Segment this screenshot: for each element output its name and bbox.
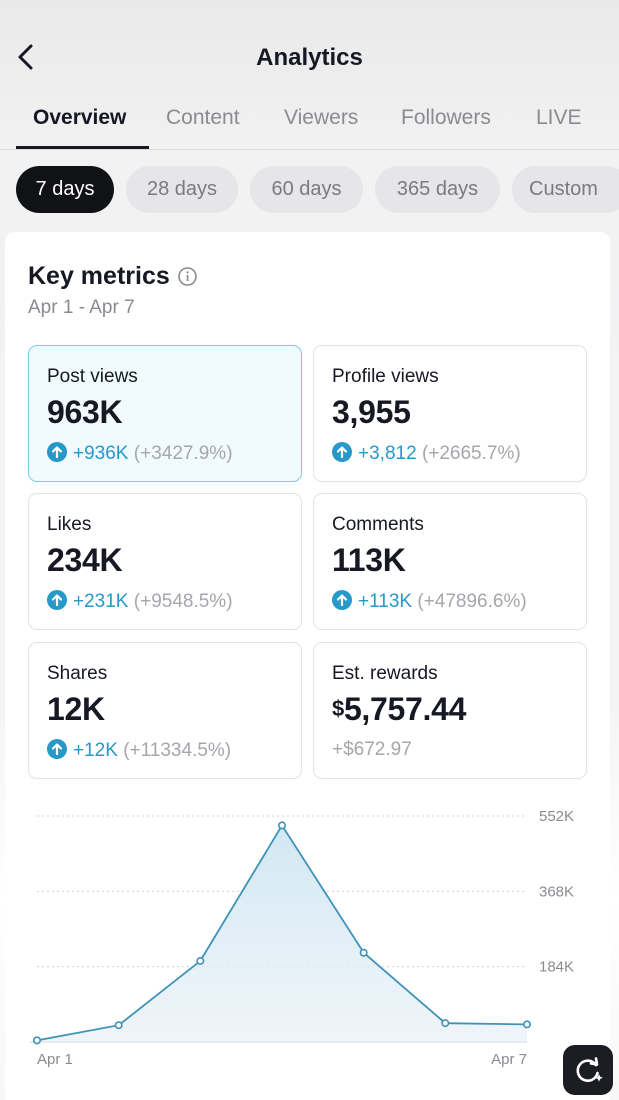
tab-live[interactable]: LIVE [536,106,582,129]
metric-label: Likes [47,514,92,535]
metric-label: Est. rewards [332,663,438,684]
metric-change: +936K (+3427.9%) [47,442,233,465]
tab-followers[interactable]: Followers [401,106,491,129]
metric-card-post-views[interactable]: Post views 963K +936K (+3427.9%) [28,345,302,482]
change-percent: (+9548.5%) [133,591,233,612]
change-absolute: +12K [73,740,118,761]
x-tick-label: Apr 7 [491,1051,527,1068]
range-28-days[interactable]: 28 days [126,166,238,213]
change-percent: (+2665.7%) [421,443,521,464]
chart-point[interactable] [441,1019,450,1028]
metric-label: Comments [332,514,424,535]
refresh-icon [576,1057,603,1082]
metric-change: +113K (+47896.6%) [332,590,527,613]
metric-card-profile-views[interactable]: Profile views 3,955 +3,812 (+2665.7%) [313,345,587,482]
chart-point[interactable] [277,821,286,830]
tab-bar: Overview Content Viewers Followers LIVE [0,100,619,150]
chart-point[interactable] [522,1020,531,1029]
metric-card-shares[interactable]: Shares 12K +12K (+11334.5%) [28,642,302,779]
range-365-days[interactable]: 365 days [375,166,500,213]
metrics-date-range: Apr 1 - Apr 7 [28,297,135,318]
active-tab-indicator [16,146,149,149]
metric-change: +3,812 (+2665.7%) [332,442,521,465]
metric-value: 234K [47,542,123,578]
metric-label: Profile views [332,366,439,387]
change-absolute: +113K [358,591,413,612]
change-absolute: +3,812 [358,443,417,464]
page-title: Analytics [256,44,363,71]
tab-overview[interactable]: Overview [33,106,127,129]
tab-viewers[interactable]: Viewers [284,106,359,129]
metric-change: +12K (+11334.5%) [47,739,231,762]
chart-point[interactable] [196,956,205,965]
metric-value: 963K [47,394,123,430]
change-absolute: +231K [73,591,129,612]
post-views-chart[interactable]: 184K 368K 552K Apr 1 Apr 7 [0,800,619,1090]
change-absolute: +936K [73,443,129,464]
metric-value: 3,955 [332,394,411,430]
arrow-up-icon [47,739,67,759]
x-tick-label: Apr 1 [37,1051,73,1068]
change-percent: (+11334.5%) [123,740,232,761]
change-percent: (+47896.6%) [417,591,527,612]
key-metrics-card: Key metrics Apr 1 - Apr 7 Post views 963… [5,232,610,1100]
metric-change: +231K (+9548.5%) [47,590,233,613]
rewards-amount: 5,757.44 [343,691,467,727]
chart-point[interactable] [114,1021,123,1030]
metric-label: Post views [47,366,138,387]
range-custom[interactable]: Custom [512,166,619,213]
y-tick-label: 184K [539,959,574,976]
refresh-button[interactable] [563,1045,613,1095]
header: Analytics [0,30,619,86]
back-arrow-icon[interactable] [14,42,38,72]
currency-symbol: $ [332,696,344,721]
change-absolute: +$672.97 [332,739,412,760]
metric-value: 12K [47,691,105,727]
y-tick-label: 552K [539,808,574,825]
metric-change: +$672.97 [332,739,412,761]
metric-value: $5,757.44 [332,691,466,728]
arrow-up-icon [47,590,67,610]
chart-point[interactable] [359,948,368,957]
arrow-up-icon [332,590,352,610]
chart-area-fill [37,825,527,1042]
y-tick-label: 368K [539,883,574,900]
tab-content[interactable]: Content [166,106,240,129]
date-range-selector: 7 days 28 days 60 days 365 days Custom [0,166,619,214]
metric-card-est-rewards[interactable]: Est. rewards $5,757.44 +$672.97 [313,642,587,779]
key-metrics-title: Key metrics [28,262,170,290]
range-7-days[interactable]: 7 days [16,166,114,213]
metric-label: Shares [47,663,108,684]
metric-card-likes[interactable]: Likes 234K +231K (+9548.5%) [28,493,302,630]
metric-card-comments[interactable]: Comments 113K +113K (+47896.6%) [313,493,587,630]
arrow-up-icon [332,442,352,462]
change-percent: (+3427.9%) [133,443,233,464]
arrow-up-icon [47,442,67,462]
chart-point[interactable] [32,1036,41,1045]
range-60-days[interactable]: 60 days [250,166,363,213]
metric-value: 113K [332,542,406,578]
info-icon[interactable] [177,266,198,287]
